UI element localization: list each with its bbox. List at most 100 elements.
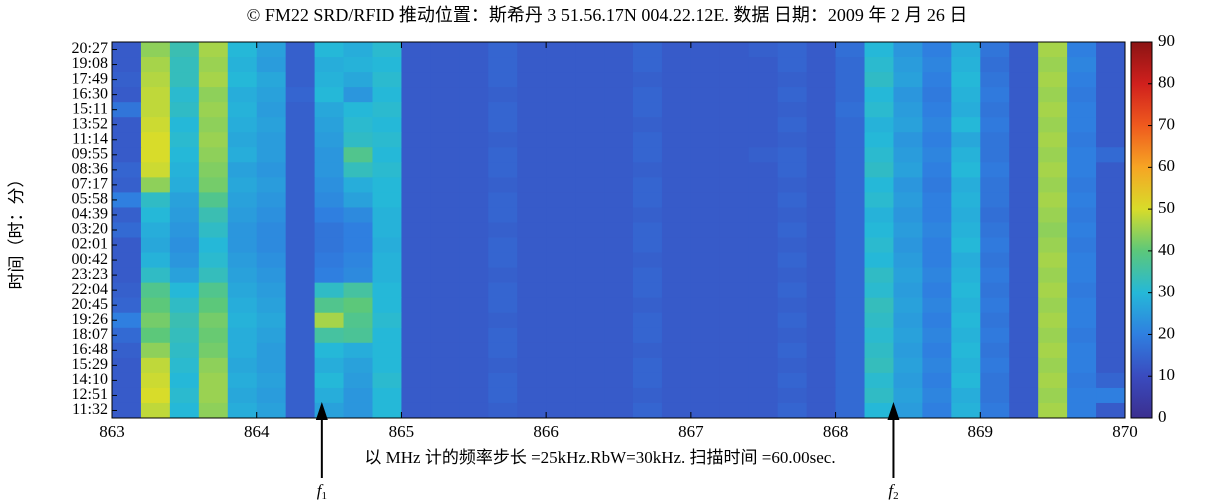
heat-cell: [1009, 162, 1039, 178]
heat-cell: [546, 57, 576, 73]
heat-cell: [517, 147, 547, 163]
heat-cell: [922, 42, 952, 58]
heat-cell: [661, 342, 692, 359]
heat-cell: [690, 252, 721, 269]
heat-cell: [401, 357, 431, 374]
heat-cell: [980, 327, 1010, 344]
heat-cell: [517, 42, 547, 58]
heat-cell: [285, 72, 316, 88]
heat-cell: [951, 42, 981, 58]
heat-cell: [112, 192, 142, 208]
heat-cell: [893, 207, 923, 223]
heat-cell: [459, 117, 489, 133]
heat-cell: [285, 132, 316, 148]
heat-cell: [835, 327, 866, 344]
heat-cell: [169, 297, 200, 314]
heat-cell: [169, 102, 200, 118]
heat-cell: [1067, 72, 1097, 88]
heat-cell: [343, 102, 373, 118]
heat-cell: [1009, 192, 1039, 208]
heat-cell: [1038, 117, 1068, 133]
heat-cell: [1067, 147, 1097, 163]
heat-cell: [112, 207, 142, 223]
heat-cell: [690, 237, 721, 254]
heat-cell: [314, 87, 345, 103]
heat-cell: [661, 102, 692, 118]
heat-cell: [690, 117, 721, 133]
heat-cell: [517, 282, 547, 299]
heat-cell: [864, 222, 894, 239]
heat-cell: [604, 387, 634, 404]
heat-cell: [227, 282, 258, 299]
heat-cell: [1009, 72, 1039, 88]
heat-cell: [198, 102, 229, 118]
heat-cell: [1009, 57, 1039, 73]
heat-cell: [575, 162, 605, 178]
heat-cell: [777, 42, 808, 58]
heat-cell: [1067, 132, 1097, 148]
heat-cell: [198, 267, 229, 284]
heat-cell: [546, 297, 576, 314]
heat-cell: [198, 177, 229, 193]
heat-cell: [198, 402, 229, 419]
heat-cell: [430, 42, 460, 58]
heat-cell: [922, 222, 952, 239]
heat-cell: [256, 87, 287, 103]
heat-cell: [430, 282, 460, 299]
heat-cell: [285, 162, 316, 178]
heat-cell: [690, 327, 721, 344]
colorbar-tick-label: 50: [1158, 198, 1175, 217]
heat-cell: [690, 267, 721, 284]
heat-cell: [980, 357, 1010, 374]
heat-cell: [777, 222, 808, 239]
heat-cell: [169, 42, 200, 58]
heat-cell: [980, 372, 1010, 389]
heat-cell: [893, 147, 923, 163]
heat-cell: [372, 207, 402, 223]
heat-cell: [256, 132, 287, 148]
heat-cell: [343, 387, 373, 404]
heat-cell: [864, 297, 894, 314]
heat-cell: [835, 297, 866, 314]
heat-cell: [1038, 342, 1068, 359]
heat-cell: [546, 87, 576, 103]
heat-cell: [661, 252, 692, 269]
heat-cell: [517, 222, 547, 239]
heat-cell: [1038, 282, 1068, 299]
heat-cell: [372, 402, 402, 419]
heat-cell: [604, 177, 634, 193]
heat-cell: [1038, 87, 1068, 103]
heat-cell: [604, 87, 634, 103]
heat-cell: [632, 117, 663, 133]
heat-cell: [922, 387, 952, 404]
heat-cell: [864, 72, 894, 88]
heat-cell: [343, 282, 373, 299]
heat-cell: [198, 207, 229, 223]
heat-cell: [835, 72, 866, 88]
heat-cell: [517, 267, 547, 284]
heat-cell: [227, 327, 258, 344]
heat-cell: [256, 372, 287, 389]
y-tick-label: 19:26: [72, 311, 108, 328]
heat-cell: [401, 327, 431, 344]
heat-cell: [430, 342, 460, 359]
heat-cell: [198, 252, 229, 269]
heat-cell: [806, 402, 837, 419]
heat-cell: [430, 132, 460, 148]
heat-cell: [748, 387, 779, 404]
heat-cell: [922, 57, 952, 73]
heat-cell: [893, 222, 923, 239]
heat-cell: [198, 327, 229, 344]
heat-cell: [719, 357, 750, 374]
heat-cell: [227, 42, 258, 58]
heat-cell: [748, 102, 779, 118]
heat-cell: [546, 132, 576, 148]
heat-cell: [546, 282, 576, 299]
heat-cell: [517, 162, 547, 178]
heat-cell: [748, 57, 779, 73]
heat-cell: [488, 237, 518, 254]
heat-cell: [1038, 267, 1068, 284]
heat-cell: [112, 102, 142, 118]
heat-cell: [1096, 132, 1126, 148]
heat-cell: [690, 42, 721, 58]
